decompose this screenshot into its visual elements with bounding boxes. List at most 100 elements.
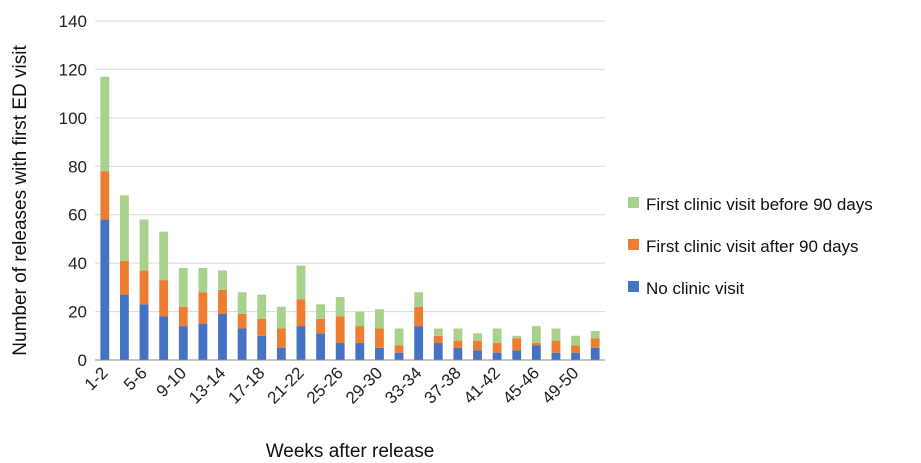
bar-after-90-3-4	[120, 260, 129, 295]
bar-before-90-49-50	[571, 335, 580, 346]
bar-no-visit-47-48	[551, 352, 561, 360]
bar-after-90-11-12	[198, 292, 208, 324]
x-tick-label: 17-18	[224, 363, 268, 407]
x-tick-label: 49-50	[538, 363, 582, 407]
bar-after-90-39-40	[473, 340, 482, 351]
x-tick-label: 41-42	[460, 363, 504, 407]
bar-before-90-7-8	[159, 231, 169, 281]
x-tick-label: 33-34	[381, 363, 425, 407]
bar-before-90-11-12	[198, 267, 208, 293]
legend-item-after-90: First clinic visit after 90 days	[628, 237, 859, 256]
x-tick-label: 37-38	[421, 363, 465, 407]
bar-no-visit-45-46	[531, 345, 541, 360]
bar-before-90-41-42	[492, 328, 502, 344]
bar-after-90-47-48	[551, 340, 561, 353]
bar-no-visit-25-26	[335, 343, 345, 360]
y-tick-label: 80	[68, 157, 87, 176]
bar-no-visit-35-36	[433, 343, 443, 360]
legend-label-after-90: First clinic visit after 90 days	[646, 237, 859, 256]
legend-swatch-no-visit	[628, 281, 639, 292]
bar-before-90-3-4	[120, 195, 129, 261]
x-tick-label: 13-14	[185, 363, 229, 407]
x-tick-label: 25-26	[303, 363, 347, 407]
bar-before-90-15-16	[237, 292, 247, 314]
y-tick-label: 120	[59, 60, 87, 79]
bar-before-90-45-46	[531, 326, 541, 344]
bar-after-90-37-38	[453, 340, 463, 348]
bar-after-90-9-10	[178, 306, 188, 327]
bar-before-90-39-40	[473, 333, 482, 341]
bar-no-visit-23-24	[316, 333, 325, 360]
bar-no-visit-41-42	[492, 352, 502, 360]
x-tick-label: 9-10	[153, 363, 190, 400]
bar-no-visit-51-52	[590, 347, 600, 360]
bar-before-90-27-28	[355, 311, 365, 327]
bar-no-visit-17-18	[257, 335, 267, 360]
bar-after-90-21-22	[296, 299, 306, 327]
bar-after-90-31-32	[394, 345, 404, 353]
bar-no-visit-13-14	[218, 313, 227, 360]
bar-no-visit-37-38	[453, 347, 463, 360]
bar-no-visit-21-22	[296, 326, 306, 360]
bar-no-visit-3-4	[120, 294, 129, 360]
bar-before-90-43-44	[512, 335, 522, 339]
bar-before-90-29-30	[375, 309, 384, 329]
bar-before-90-47-48	[551, 328, 561, 341]
bar-before-90-33-34	[414, 292, 424, 307]
bar-no-visit-9-10	[178, 326, 188, 360]
y-tick-label: 0	[78, 351, 87, 370]
bar-before-90-1-2	[100, 76, 110, 172]
y-tick-label: 140	[59, 12, 87, 31]
x-tick-label: 21-22	[264, 363, 308, 407]
bar-before-90-31-32	[394, 328, 404, 346]
bar-before-90-19-20	[276, 306, 286, 329]
x-axis-ticks: 1-2 5-6 9-1013-1417-1821-2225-2629-3033-34…	[81, 363, 583, 407]
x-tick-label: 29-30	[342, 363, 386, 407]
bar-no-visit-49-50	[571, 352, 580, 360]
bars	[100, 76, 600, 360]
y-tick-label: 20	[68, 303, 87, 322]
bar-before-90-23-24	[316, 304, 325, 319]
legend-swatch-after-90	[628, 239, 639, 250]
bar-before-90-35-36	[433, 328, 443, 336]
bar-after-90-17-18	[257, 318, 267, 336]
bar-after-90-35-36	[433, 335, 443, 344]
bar-no-visit-31-32	[394, 352, 404, 360]
bar-no-visit-29-30	[375, 347, 384, 360]
bar-no-visit-11-12	[198, 323, 208, 360]
y-axis-ticks: 0 20 40 60 80 100 120 140	[59, 12, 87, 370]
bar-after-90-43-44	[512, 338, 522, 351]
bar-before-90-9-10	[178, 267, 188, 307]
bar-no-visit-43-44	[512, 350, 522, 360]
bar-no-visit-5-6	[139, 304, 149, 360]
bar-no-visit-27-28	[355, 343, 365, 360]
bar-before-90-51-52	[590, 330, 600, 339]
bar-after-90-23-24	[316, 318, 325, 334]
bar-after-90-49-50	[571, 345, 580, 353]
bar-after-90-13-14	[218, 289, 227, 314]
bar-no-visit-19-20	[276, 347, 286, 360]
bar-before-90-13-14	[218, 270, 227, 290]
bar-no-visit-1-2	[100, 219, 110, 360]
bar-after-90-1-2	[100, 171, 110, 220]
bar-before-90-17-18	[257, 294, 267, 319]
bar-after-90-27-28	[355, 326, 365, 344]
gridlines	[95, 20, 605, 313]
bar-after-90-41-42	[492, 343, 502, 353]
legend-item-no-visit: No clinic visit	[628, 279, 745, 298]
bar-after-90-19-20	[276, 328, 286, 348]
bar-after-90-33-34	[414, 306, 424, 327]
bar-before-90-25-26	[335, 297, 345, 317]
bar-after-90-29-30	[375, 328, 384, 348]
y-tick-label: 40	[68, 254, 87, 273]
bar-before-90-37-38	[453, 328, 463, 341]
bar-before-90-21-22	[296, 265, 306, 300]
legend: First clinic visit before 90 days First …	[628, 195, 873, 298]
x-tick-label: 45-46	[499, 363, 543, 407]
legend-item-before-90: First clinic visit before 90 days	[628, 195, 873, 214]
bar-before-90-5-6	[139, 219, 149, 271]
y-axis-title: Number of releases with first ED visit	[10, 45, 31, 356]
bar-no-visit-15-16	[237, 328, 247, 360]
bar-after-90-15-16	[237, 313, 247, 329]
